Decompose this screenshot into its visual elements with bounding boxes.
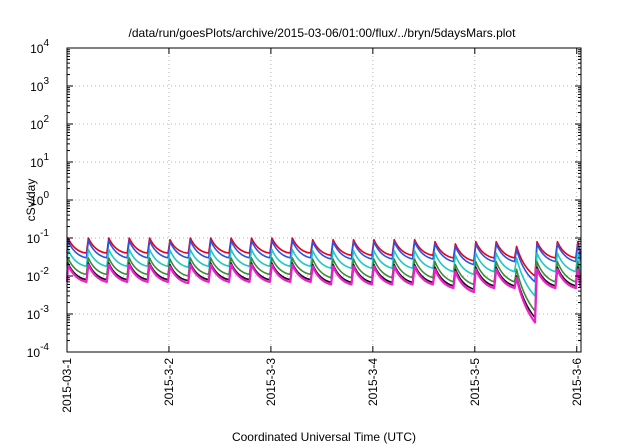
y-axis-label: cSv/day — [24, 179, 38, 222]
x-tick-label: 2015-03-1 — [60, 358, 74, 413]
x-axis-label: Coordinated Universal Time (UTC) — [232, 430, 416, 444]
x-tick-label: 2015-3-3 — [264, 358, 278, 406]
grid — [66, 47, 581, 353]
y-tick-label: 101 — [30, 152, 49, 170]
y-tick-exponent: 1 — [43, 152, 49, 163]
series-line-5 — [66, 262, 582, 319]
chart-title: /data/run/goesPlots/archive/2015-03-06/0… — [129, 26, 517, 40]
y-tick-exponent: 0 — [43, 190, 49, 201]
series-line-6 — [65, 263, 582, 324]
y-tick-exponent: 3 — [43, 76, 49, 87]
y-tick-label: 10-1 — [27, 228, 50, 246]
y-tick-label: 104 — [30, 38, 49, 56]
y-tick-label: 10-4 — [27, 342, 50, 360]
series-line-2 — [66, 239, 582, 283]
y-tick-exponent: 2 — [43, 114, 49, 125]
series-group — [65, 237, 582, 324]
x-axis-ticks: 2015-03-1 2015-3-2 2015-3-3 2015-3-4 2015-3-… — [60, 48, 584, 413]
x-tick-label: 2015-3-6 — [570, 358, 584, 406]
y-tick-exponent: -1 — [40, 228, 49, 239]
y-tick-exponent: -2 — [40, 266, 49, 277]
x-tick-label: 2015-3-5 — [468, 358, 482, 406]
y-tick-label: 10-3 — [27, 304, 50, 322]
series-line-3 — [66, 248, 582, 297]
x-tick-label: 2015-3-2 — [162, 358, 176, 406]
y-tick-label: 103 — [30, 76, 49, 94]
y-tick-label: 102 — [30, 114, 49, 132]
x-tick-label: 2015-3-4 — [366, 358, 380, 406]
y-tick-exponent: 4 — [43, 38, 49, 49]
y-tick-exponent: -4 — [40, 342, 49, 353]
y-tick-exponent: -3 — [40, 304, 49, 315]
y-tick-label: 10-2 — [27, 266, 50, 284]
